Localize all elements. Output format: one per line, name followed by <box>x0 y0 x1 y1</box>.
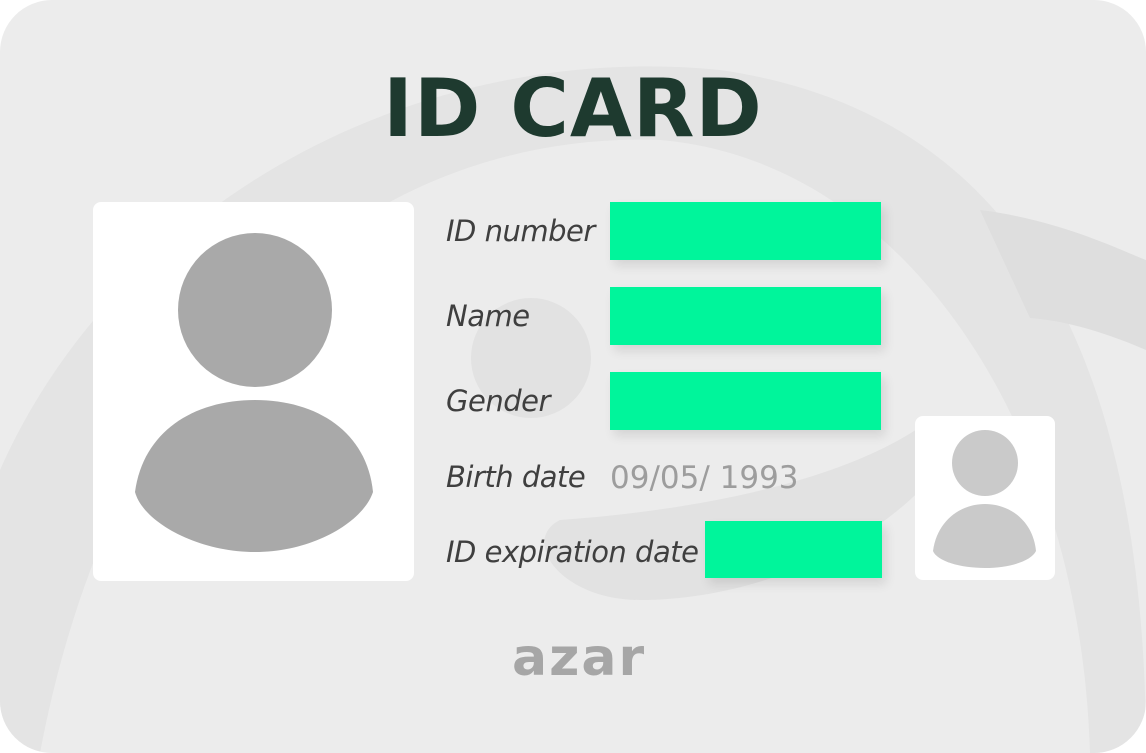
field-label-id-number: ID number <box>446 214 595 248</box>
azar-logo: azar <box>512 628 647 688</box>
name-redaction <box>610 287 881 345</box>
expiration-date-redaction <box>705 521 882 578</box>
photo-large <box>93 202 414 581</box>
gender-redaction <box>610 372 881 430</box>
id-number-redaction <box>610 202 881 260</box>
birth-date-value: 09/05/ 1993 <box>610 460 799 496</box>
field-label-expiration-date: ID expiration date <box>446 535 699 569</box>
card-title: ID CARD <box>383 62 763 155</box>
person-icon-small <box>933 430 1036 568</box>
photo-small <box>915 416 1055 580</box>
field-label-birth-date: Birth date <box>446 460 586 494</box>
field-label-gender: Gender <box>446 384 550 418</box>
field-label-name: Name <box>446 299 530 333</box>
person-icon <box>135 233 373 552</box>
